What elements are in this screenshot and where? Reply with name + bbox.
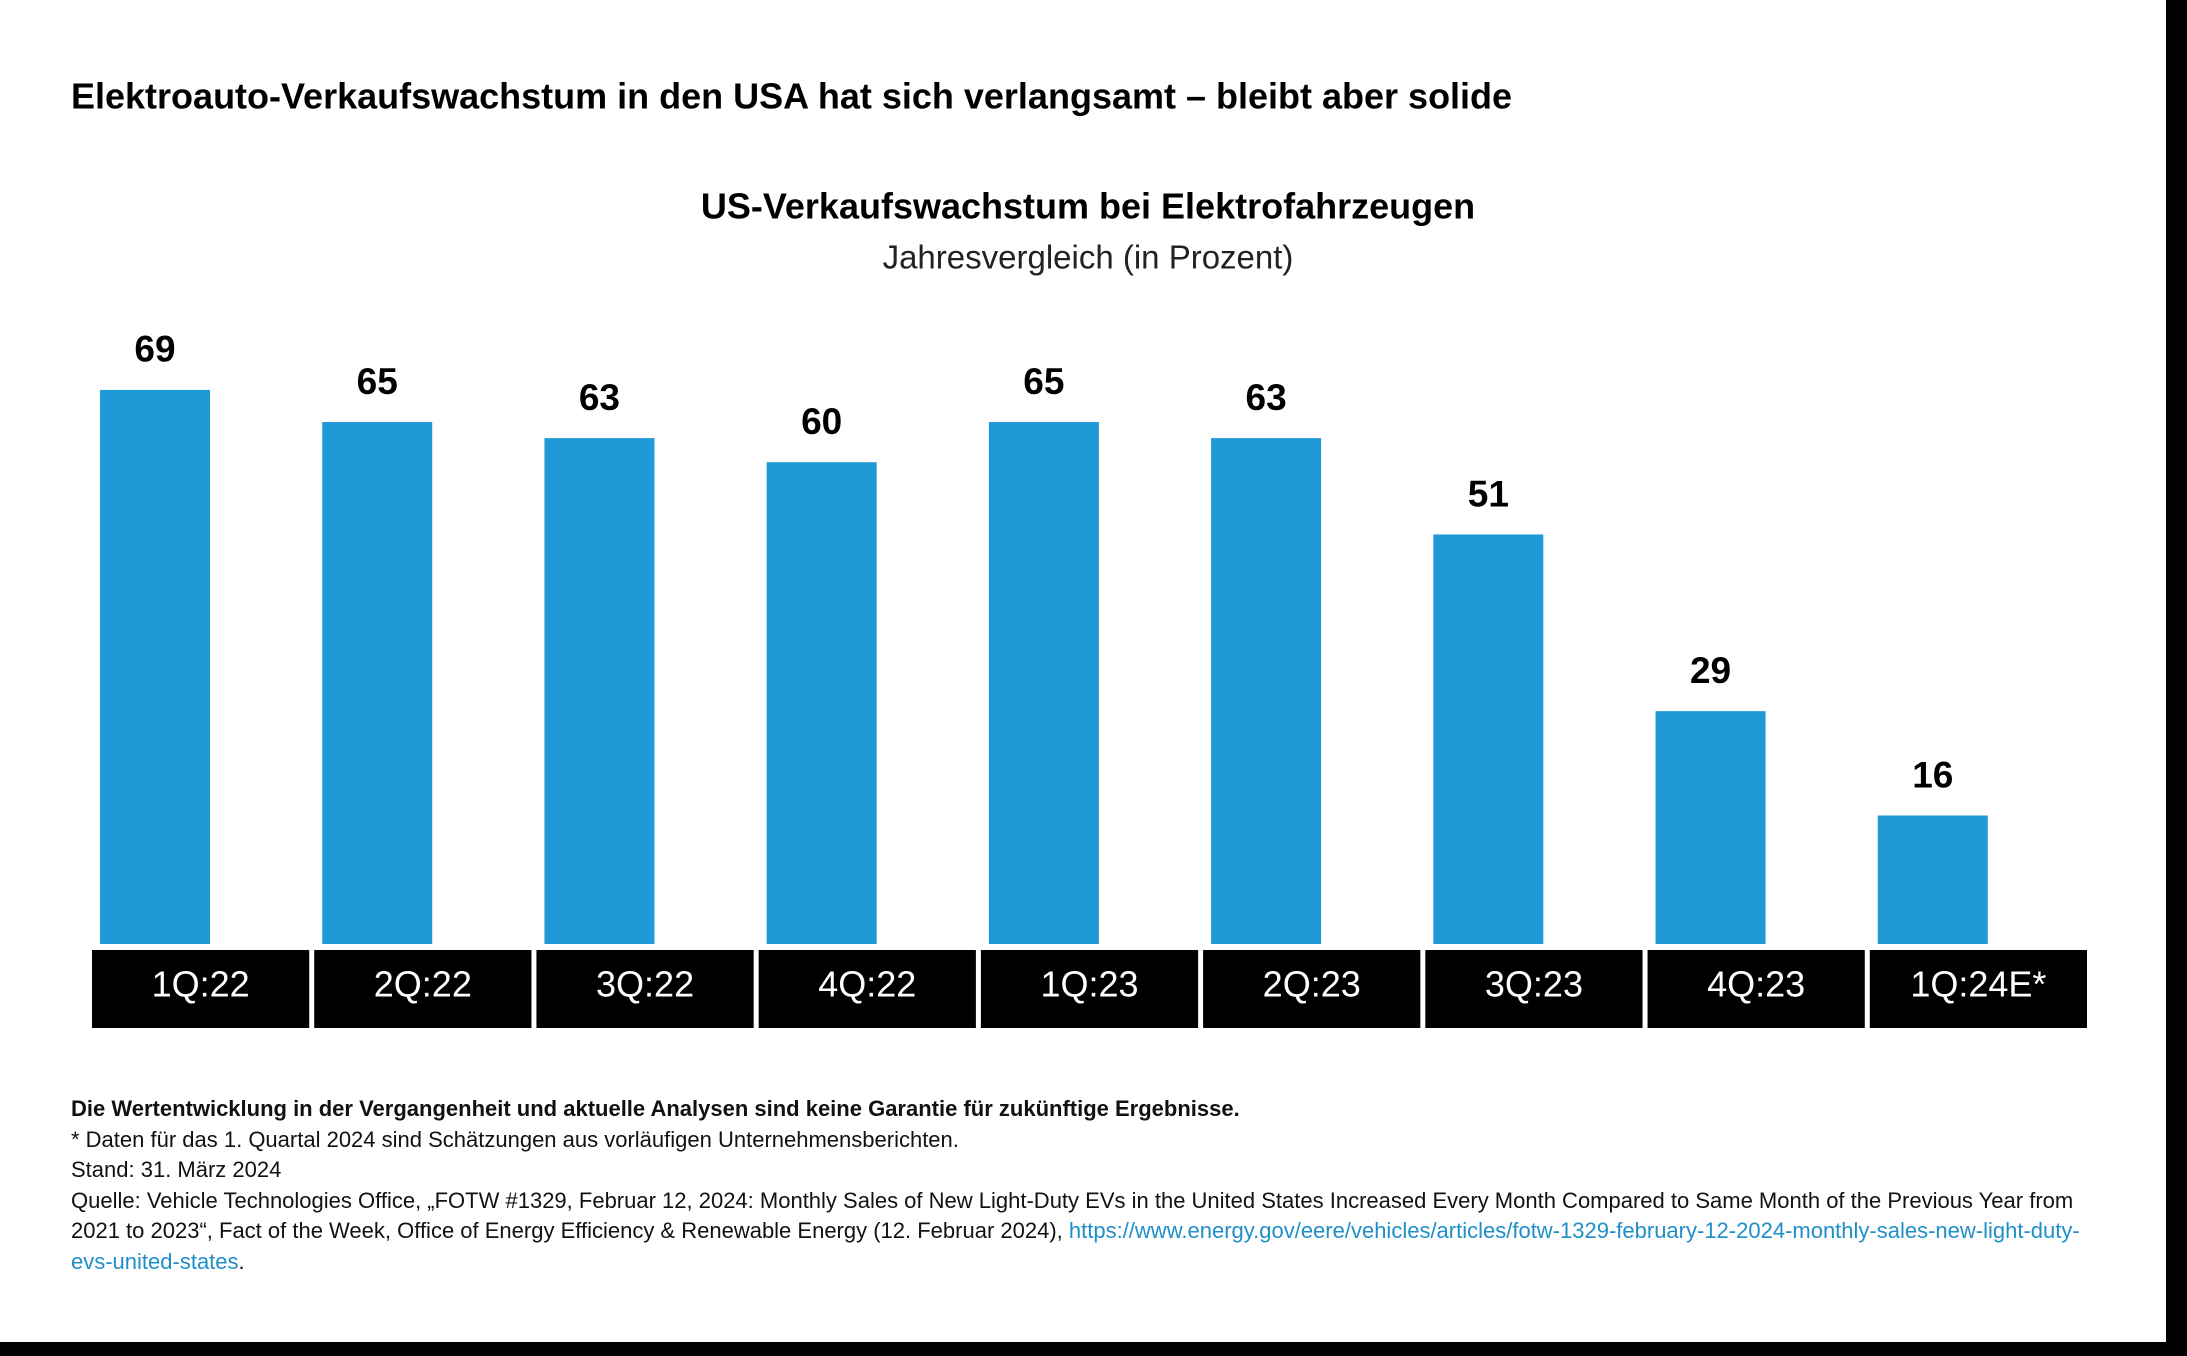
- data-label: 60: [801, 401, 842, 442]
- category-box: [92, 950, 310, 1028]
- category-box: [314, 950, 532, 1028]
- data-label: 29: [1690, 650, 1731, 691]
- data-label: 63: [579, 377, 620, 418]
- x-tick-label: 3Q:23: [1485, 964, 1583, 1005]
- category-box: [980, 950, 1199, 1028]
- border-right: [2166, 0, 2187, 1356]
- x-tick-label: 1Q:22: [152, 964, 250, 1005]
- category-box: [1203, 950, 1421, 1028]
- bar: [766, 462, 877, 944]
- border-bottom: [0, 1342, 2187, 1356]
- data-label: 65: [357, 361, 398, 402]
- data-label: 51: [1468, 473, 1509, 514]
- bar: [544, 438, 655, 944]
- source-link[interactable]: https://www.energy.gov/eere/vehicles/art…: [71, 1218, 2080, 1274]
- notes: Die Wertentwicklung in der Vergangenheit…: [71, 1094, 2091, 1277]
- category-box: [758, 950, 976, 1028]
- x-tick-label: 1Q:24E*: [1910, 964, 2046, 1005]
- x-tick-label: 2Q:23: [1263, 964, 1361, 1005]
- source-end: .: [238, 1248, 245, 1274]
- x-tick-label: 4Q:22: [818, 964, 916, 1005]
- bar: [1433, 534, 1544, 944]
- x-tick-label: 3Q:22: [596, 964, 694, 1005]
- x-tick-label: 2Q:22: [374, 964, 472, 1005]
- category-box: [536, 950, 754, 1028]
- bar: [988, 422, 1099, 944]
- data-label: 65: [1023, 361, 1064, 402]
- page-title: Elektroauto-Verkaufswachstum in den USA …: [71, 76, 1512, 117]
- estimate-note: * Daten für das 1. Quartal 2024 sind Sch…: [71, 1126, 959, 1152]
- source-note: Quelle: Vehicle Technologies Office, „FO…: [71, 1186, 2091, 1278]
- bar: [1655, 711, 1766, 944]
- x-tick-label: 1Q:23: [1040, 964, 1138, 1005]
- data-label: 16: [1912, 754, 1953, 795]
- category-box: [1647, 950, 1865, 1028]
- date-note: Stand: 31. März 2024: [71, 1157, 282, 1182]
- disclaimer: Die Wertentwicklung in der Vergangenheit…: [71, 1096, 1240, 1121]
- source-text: Quelle: Vehicle Technologies Office, „FO…: [71, 1187, 2074, 1244]
- bar: [322, 422, 433, 944]
- x-tick-label: 4Q:23: [1707, 964, 1805, 1005]
- chart-subtitle: Jahresvergleich (in Prozent): [883, 239, 1294, 276]
- chart-title: US-Verkaufswachstum bei Elektrofahrzeuge…: [701, 186, 1475, 227]
- data-label: 63: [1246, 377, 1287, 418]
- category-box: [1425, 950, 1643, 1028]
- bar: [1211, 438, 1322, 944]
- bar: [1877, 815, 1988, 944]
- bar: [100, 389, 210, 944]
- data-label: 69: [134, 329, 175, 370]
- category-box: [1869, 950, 2087, 1028]
